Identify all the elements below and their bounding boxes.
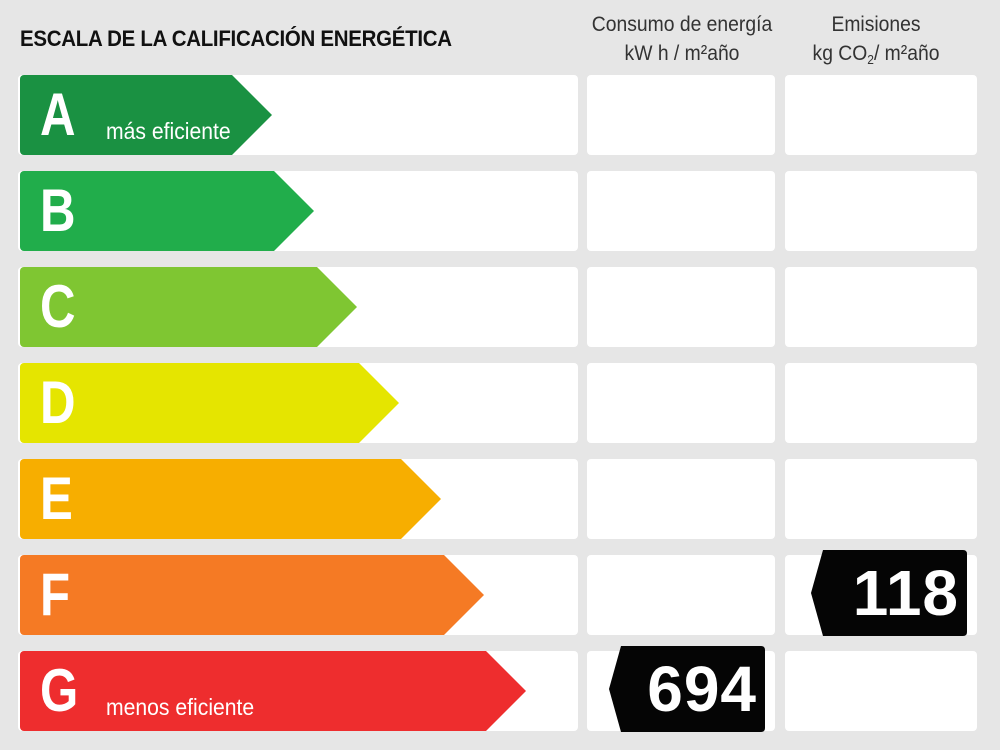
emisiones-value: 118 <box>852 557 959 629</box>
consumo-cell <box>587 171 775 251</box>
emisiones-cell <box>785 267 977 347</box>
rating-sublabel: menos eficiente <box>106 694 255 720</box>
consumo-cell <box>587 363 775 443</box>
consumo-marker: 694 <box>609 646 765 732</box>
rating-letter: D <box>40 369 76 436</box>
rating-row-b: B <box>0 171 1000 251</box>
rating-arrow-d: D <box>20 363 399 443</box>
rating-row-e: E <box>0 459 1000 539</box>
rating-arrow-e: E <box>20 459 441 539</box>
rating-letter: E <box>40 465 73 532</box>
rating-row-f: F 118 <box>0 550 1000 636</box>
rating-letter: F <box>40 561 71 628</box>
emisiones-header-label: Emisiones <box>831 13 921 36</box>
emisiones-cell <box>785 459 977 539</box>
rating-letter: B <box>40 177 76 244</box>
consumo-column-header: Consumo de energía kW h / m²año <box>586 10 777 68</box>
rating-arrow-b: B <box>20 171 314 251</box>
emisiones-cell <box>785 171 977 251</box>
rating-letter: C <box>40 273 76 340</box>
consumo-header-unit: kW h / m²año <box>624 42 740 65</box>
emisiones-header-unit: kg CO2/ m²año <box>784 39 968 68</box>
emisiones-column-header: Emisiones kg CO2/ m²año <box>784 10 968 68</box>
rating-arrow-f: F <box>20 555 484 635</box>
emisiones-cell <box>785 363 977 443</box>
rating-letter: A <box>40 81 76 148</box>
chart-title: ESCALA DE LA CALIFICACIÓN ENERGÉTICA <box>20 26 452 51</box>
consumo-header-label: Consumo de energía <box>591 13 773 36</box>
rating-row-d: D <box>0 363 1000 443</box>
emisiones-marker-shape <box>811 550 967 636</box>
consumo-cell <box>587 555 775 635</box>
rating-sublabel: más eficiente <box>106 118 231 144</box>
rating-arrow-c: C <box>20 267 357 347</box>
consumo-marker-shape <box>609 646 765 732</box>
emisiones-unit-sub: 2 <box>867 52 874 67</box>
emisiones-unit-pre: kg CO <box>812 42 868 65</box>
emisiones-cell <box>785 651 977 731</box>
rating-row-c: C <box>0 267 1000 347</box>
consumo-cell <box>587 459 775 539</box>
consumo-cell <box>587 267 775 347</box>
consumo-value: 694 <box>647 653 757 725</box>
consumo-cell <box>587 75 775 155</box>
emisiones-cell <box>785 75 977 155</box>
rating-letter: G <box>40 657 79 724</box>
emisiones-unit-post: / m²año <box>873 42 940 65</box>
emisiones-marker: 118 <box>811 550 967 636</box>
